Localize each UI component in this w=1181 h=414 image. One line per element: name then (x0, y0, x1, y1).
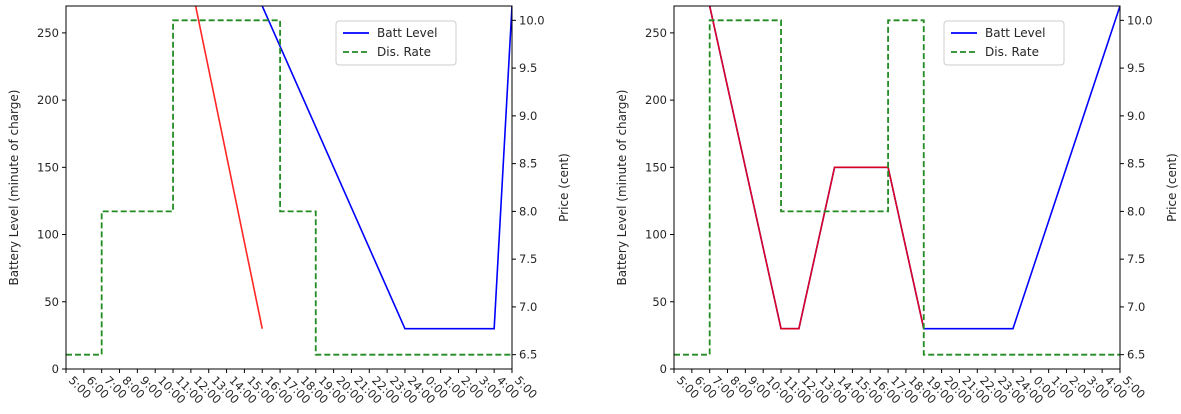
left-y-tick-label: 250 (645, 26, 667, 40)
right-y-axis-label: Price (cent) (1165, 153, 1179, 222)
left-y-tick-label: 50 (44, 295, 59, 309)
right-y-tick-label: 6.5 (519, 348, 537, 362)
left-y-tick-label: 50 (652, 295, 667, 309)
left-y-tick-label: 150 (37, 160, 59, 174)
plot-area (66, 6, 512, 356)
legend: Batt Level Dis. Rate (943, 20, 1065, 66)
legend-label-1: Batt Level (985, 26, 1046, 40)
left-y-axis-label: Battery Level (minute of charge) (7, 90, 21, 286)
left-y-tick-label: 100 (37, 228, 59, 242)
right-y-tick-label: 8.0 (1127, 204, 1145, 218)
left-y-tick-label: 0 (52, 362, 59, 376)
legend-box (943, 20, 1065, 66)
right-y-tick-label: 10.0 (519, 13, 545, 27)
left-y-tick-label: 250 (37, 26, 59, 40)
legend-label-2: Dis. Rate (377, 45, 431, 59)
legend: Batt Level Dis. Rate (335, 20, 457, 66)
left-y-axis-label: Battery Level (minute of charge) (615, 90, 629, 286)
series-line-1 (260, 6, 512, 330)
legend-box (335, 20, 457, 66)
series-line-1 (708, 6, 1120, 330)
series-line-2 (66, 19, 512, 356)
plot-frame (673, 5, 1121, 370)
right-y-axis-label: Price (cent) (557, 153, 571, 222)
legend-label-2: Dis. Rate (985, 45, 1039, 59)
right-y-tick-label: 10.0 (1127, 13, 1153, 27)
left-y-tick-label: 200 (645, 93, 667, 107)
plot-area (674, 6, 1120, 356)
right-y-tick-label: 9.0 (1127, 109, 1145, 123)
legend-label-1: Batt Level (377, 26, 438, 40)
right-y-tick-label: 8.5 (519, 157, 537, 171)
right-y-tick-label: 7.0 (519, 300, 537, 314)
left-y-tick-label: 150 (645, 160, 667, 174)
plot-frame (65, 5, 513, 370)
right-y-tick-label: 7.0 (1127, 300, 1145, 314)
right-y-tick-label: 7.5 (1127, 252, 1145, 266)
right-y-tick-label: 9.5 (519, 61, 537, 75)
left-y-tick-label: 0 (660, 362, 667, 376)
discharge-highlight-line (708, 6, 925, 330)
series-line-2 (674, 19, 1120, 356)
right-y-tick-label: 9.0 (519, 109, 537, 123)
left-y-tick-label: 200 (37, 93, 59, 107)
chart-panel-2: 0 50 100 150 200 250 6.5 7.0 7.5 8.0 8.5 9.0 9.5 10.0… (615, 5, 1179, 407)
left-y-tick-label: 100 (645, 228, 667, 242)
discharge-highlight-line (194, 6, 264, 329)
right-y-tick-label: 9.5 (1127, 61, 1145, 75)
right-y-tick-label: 7.5 (519, 252, 537, 266)
right-y-tick-label: 8.0 (519, 204, 537, 218)
right-y-tick-label: 6.5 (1127, 348, 1145, 362)
right-y-tick-label: 8.5 (1127, 157, 1145, 171)
chart-panel-1: 0 50 100 150 200 250 6.5 7.0 7.5 8.0 8.5 9.0 9.5 10.0… (7, 5, 571, 407)
